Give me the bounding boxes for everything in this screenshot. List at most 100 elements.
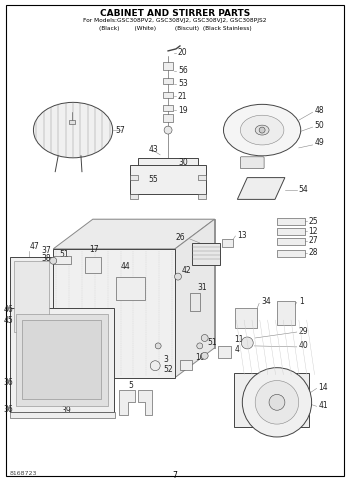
Circle shape [255,381,299,424]
Polygon shape [53,219,215,249]
Bar [218,346,231,358]
Circle shape [201,335,208,341]
Circle shape [164,126,172,134]
Text: 13: 13 [237,230,247,240]
Text: 54: 54 [299,185,308,194]
Text: 43: 43 [148,145,158,155]
Text: 28: 28 [309,248,318,257]
Text: 12: 12 [309,227,318,236]
Text: 35: 35 [66,398,76,407]
Text: 45: 45 [4,316,14,325]
Bar [131,195,138,199]
Bar [131,175,138,180]
Circle shape [242,368,312,437]
Circle shape [155,343,161,349]
Text: 56: 56 [178,66,188,75]
Text: 53: 53 [178,79,188,88]
Text: 21: 21 [178,92,188,101]
Text: (Black)        (White)          (Biscuit)  (Black Stainless): (Black) (White) (Biscuit) (Black Stainle… [99,26,251,31]
Circle shape [197,343,203,349]
Text: 17: 17 [89,245,98,255]
Bar [236,308,257,328]
Polygon shape [138,390,152,415]
Text: 55: 55 [148,175,158,184]
Bar [16,314,108,406]
Text: 51: 51 [59,250,69,259]
Text: 47: 47 [29,242,39,251]
Bar [14,261,49,332]
Text: 38: 38 [42,254,51,263]
Bar [116,277,145,300]
Polygon shape [175,219,215,378]
Text: 42: 42 [182,266,191,275]
Text: 50: 50 [315,121,324,129]
Circle shape [201,352,208,359]
Circle shape [241,337,253,349]
Bar [198,175,206,180]
Bar [22,320,101,399]
Ellipse shape [34,102,113,158]
Text: 15: 15 [66,388,76,397]
Text: 51: 51 [208,339,217,347]
Bar [222,239,233,247]
Text: 34: 34 [261,297,271,306]
Circle shape [269,395,285,410]
Bar [131,165,206,195]
Text: 26: 26 [175,232,185,242]
Circle shape [259,127,265,133]
Polygon shape [53,249,175,378]
Text: 57: 57 [116,126,125,135]
Text: 41: 41 [318,401,328,410]
Bar [10,412,114,418]
Text: 8168723: 8168723 [10,470,37,476]
Polygon shape [93,219,215,348]
Text: 20: 20 [178,48,188,57]
Text: 48: 48 [315,106,324,115]
Bar [277,218,305,225]
Ellipse shape [240,115,284,145]
Bar [163,105,173,111]
Text: 11: 11 [234,336,244,344]
Bar [163,92,173,99]
Bar [198,195,206,199]
Text: 52: 52 [163,365,173,374]
Text: 3: 3 [163,355,168,364]
Bar [163,62,173,70]
Ellipse shape [224,104,301,156]
Text: For Models:GSC308PV2, GSC308VJ2, GSC308VJ2, GSC308PJS2: For Models:GSC308PV2, GSC308VJ2, GSC308V… [83,18,267,23]
Bar [10,257,53,336]
Text: 31: 31 [198,283,208,292]
Ellipse shape [255,125,269,135]
Text: 39: 39 [61,406,71,415]
Text: 16: 16 [195,353,204,362]
Text: 14: 14 [318,383,328,392]
Text: 36: 36 [4,405,14,414]
Bar [163,114,173,122]
Bar [10,308,114,412]
Text: 51: 51 [195,252,204,261]
Text: 4: 4 [234,345,239,355]
Text: 44: 44 [120,262,130,271]
Bar [180,360,192,369]
Text: 36: 36 [4,378,14,387]
Bar [277,238,305,245]
Bar [277,228,305,235]
Text: 46: 46 [4,305,14,314]
Text: 37: 37 [42,246,51,256]
Circle shape [175,273,181,280]
Text: CABINET AND STIRRER PARTS: CABINET AND STIRRER PARTS [100,9,250,18]
Bar [69,120,75,124]
Bar [277,250,305,257]
Bar [85,257,101,272]
Bar [234,372,309,427]
Bar [192,243,219,265]
Circle shape [150,361,160,370]
Text: 27: 27 [309,237,318,245]
Text: 25: 25 [309,217,318,226]
Text: 40: 40 [299,341,308,350]
Text: 49: 49 [315,139,324,147]
FancyBboxPatch shape [138,158,198,178]
Polygon shape [237,178,285,199]
Text: 5: 5 [128,381,133,390]
Polygon shape [53,256,71,264]
